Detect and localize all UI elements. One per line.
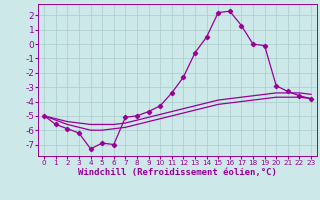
X-axis label: Windchill (Refroidissement éolien,°C): Windchill (Refroidissement éolien,°C) bbox=[78, 168, 277, 177]
